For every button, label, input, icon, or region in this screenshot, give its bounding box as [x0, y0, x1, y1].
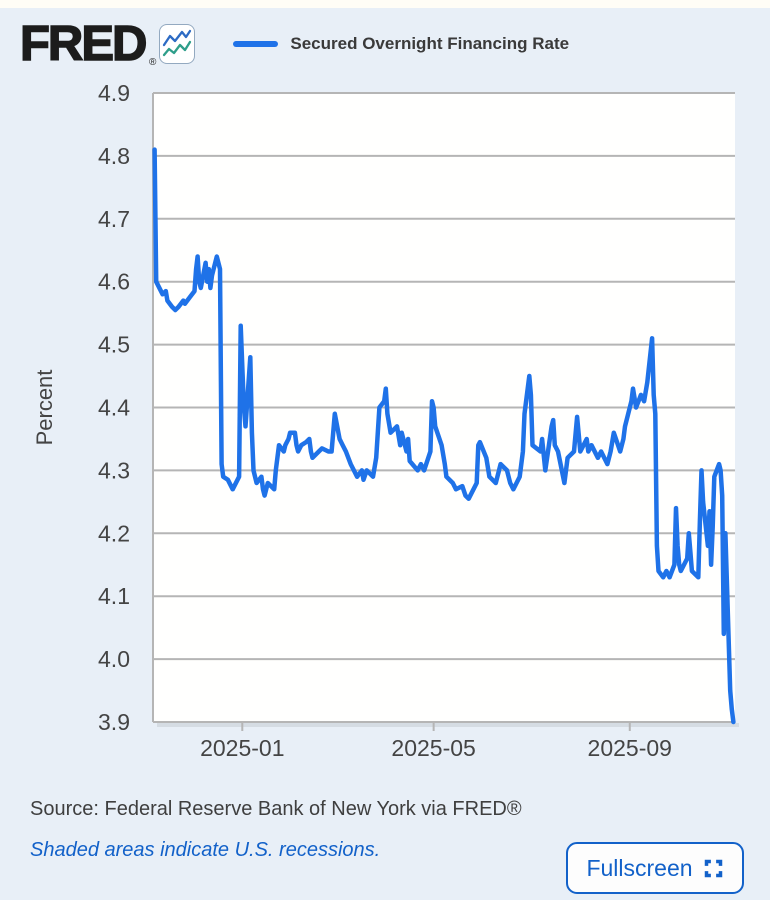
y-axis-label: 3.9 — [98, 709, 130, 735]
fullscreen-button[interactable]: Fullscreen — [566, 842, 744, 894]
y-axis-label: 4.0 — [98, 646, 130, 672]
plot-area[interactable] — [153, 93, 735, 722]
fred-logo[interactable]: FRED ® — [19, 16, 156, 71]
fullscreen-button-label: Fullscreen — [586, 854, 693, 881]
fred-sparkline-icon — [159, 24, 196, 64]
recession-shading-note: Shaded areas indicate U.S. recessions. — [30, 839, 381, 861]
y-axis-label: 4.2 — [98, 520, 130, 546]
y-axis-title: Percent — [32, 370, 57, 446]
top-strip — [0, 0, 770, 8]
sparkline-icon-graphic — [163, 29, 192, 57]
x-axis-label: 2025-05 — [391, 735, 475, 761]
legend-series-label: Secured Overnight Financing Rate — [290, 34, 570, 53]
sofr-line-chart: 4.9 4.8 4.7 4.6 4.5 4.4 4.3 4.2 4.1 4.0 3.9 Percent… — [32, 80, 739, 761]
x-axis-label: 2025-01 — [200, 735, 284, 761]
y-axis-label: 4.9 — [98, 80, 130, 106]
registered-trademark: ® — [149, 56, 157, 68]
source-attribution: Source: Federal Reserve Bank of New York… — [30, 798, 522, 820]
y-axis-label: 4.6 — [98, 269, 130, 295]
y-axis-label: 4.4 — [98, 395, 130, 421]
chart-header: FRED ® Secured Overnight Financing Rate — [19, 16, 570, 72]
x-axis-label: 2025-09 — [588, 735, 672, 761]
y-axis-label: 4.1 — [98, 583, 130, 609]
fullscreen-icon — [704, 859, 722, 877]
y-axis-label: 4.3 — [98, 457, 130, 483]
fred-logo-text: FRED — [19, 16, 148, 71]
y-axis-label: 4.7 — [98, 206, 130, 232]
y-axis-label: 4.5 — [98, 332, 130, 358]
plot-shadow — [157, 723, 739, 727]
legend-line-swatch — [233, 41, 279, 47]
y-axis-label: 4.8 — [98, 143, 130, 169]
